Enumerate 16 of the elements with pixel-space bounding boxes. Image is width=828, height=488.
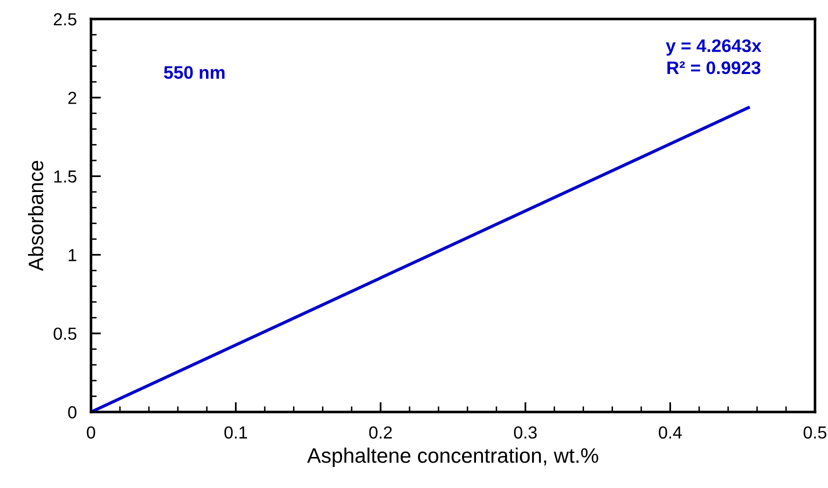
y-tick-label: 0.5: [54, 328, 76, 340]
y-tick-label: 2: [68, 92, 76, 104]
x-tick-label: 0.1: [224, 426, 248, 439]
y-tick-label: 2.5: [54, 13, 76, 26]
y-tick-label: 0: [68, 406, 76, 418]
y-tick-label: 1: [68, 249, 76, 262]
x-tick-label: 0.5: [804, 426, 826, 439]
x-axis-title: Asphaltene concentration, wt.%: [307, 448, 598, 468]
x-tick-label: 0.2: [369, 426, 392, 439]
y-axis-title: Absorbance: [28, 160, 44, 272]
x-tick-label: 0.3: [514, 426, 537, 439]
x-tick-label: 0: [86, 426, 96, 439]
x-tick-label: 0.4: [658, 426, 682, 439]
annotation: 550 nm: [164, 66, 225, 79]
y-tick-label: 1.5: [54, 170, 76, 183]
annotation: y = 4.2643x R² = 0.9923: [666, 39, 762, 74]
